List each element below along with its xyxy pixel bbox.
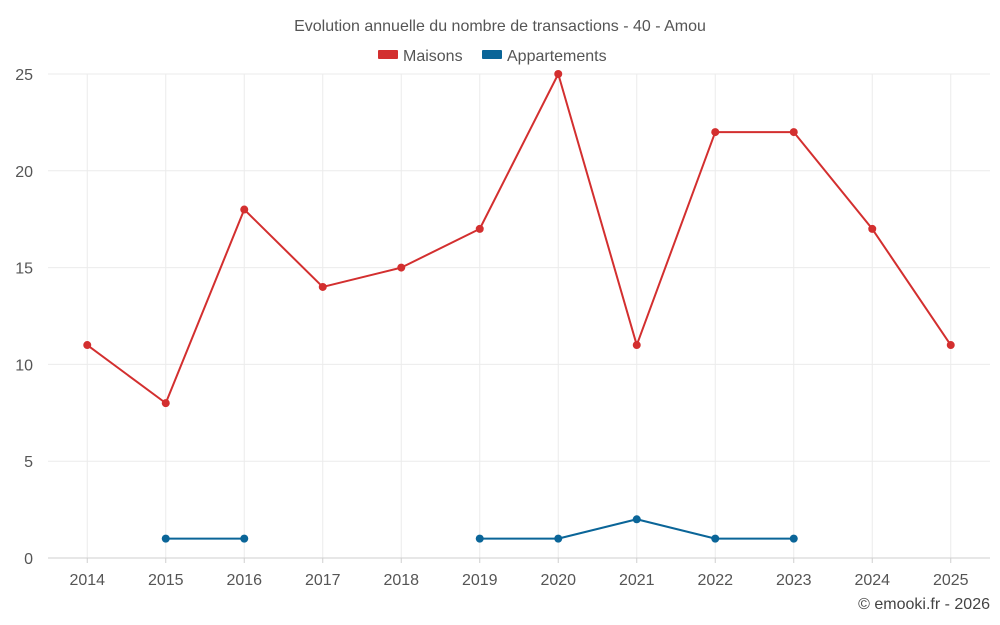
data-point-maisons[interactable]: [161, 399, 170, 408]
y-tick-label: 25: [15, 67, 33, 84]
x-tick-label: 2015: [148, 572, 184, 589]
y-tick-label: 15: [15, 261, 33, 278]
data-point-maisons[interactable]: [554, 70, 563, 78]
x-tick-label: 2017: [305, 572, 341, 589]
data-point-maisons[interactable]: [711, 128, 720, 137]
series-maisons: [83, 70, 955, 408]
data-point-maisons[interactable]: [397, 263, 406, 272]
data-point-maisons[interactable]: [946, 341, 955, 350]
data-point-appartements[interactable]: [632, 515, 641, 524]
x-tick-label: 2018: [383, 572, 419, 589]
x-tick-label: 2025: [933, 572, 969, 589]
data-point-maisons[interactable]: [632, 341, 641, 350]
data-point-appartements[interactable]: [789, 534, 798, 543]
y-tick-label: 5: [24, 454, 33, 471]
series-appartements: [161, 515, 798, 543]
series-line-maisons: [86, 73, 952, 405]
x-tick-label: 2020: [540, 572, 576, 589]
legend-item-appartements[interactable]: Appartements: [482, 48, 607, 65]
data-point-appartements[interactable]: [240, 534, 249, 543]
legend-item-maisons[interactable]: Maisons: [378, 48, 463, 65]
legend-label-maisons: Maisons: [403, 48, 463, 65]
data-point-appartements[interactable]: [475, 534, 484, 543]
x-tick-label: 2016: [226, 572, 262, 589]
data-point-maisons[interactable]: [868, 224, 877, 233]
data-point-maisons[interactable]: [240, 205, 249, 214]
data-point-maisons[interactable]: [475, 224, 484, 233]
legend: Maisons Appartements: [378, 48, 607, 65]
x-tick-label: 2021: [619, 572, 655, 589]
data-point-maisons[interactable]: [318, 282, 327, 291]
chart-title: Evolution annuelle du nombre de transact…: [294, 18, 706, 35]
data-point-appartements[interactable]: [711, 534, 720, 543]
grid: [48, 73, 990, 558]
x-tick-label: 2024: [854, 572, 890, 589]
data-point-appartements[interactable]: [554, 534, 563, 543]
x-tick-label: 2022: [697, 572, 733, 589]
x-tick-label: 2019: [462, 572, 498, 589]
footer-credit: © emooki.fr - 2026: [858, 596, 990, 613]
x-tick-label: 2023: [776, 572, 812, 589]
series: [83, 70, 955, 543]
data-point-maisons[interactable]: [83, 341, 92, 350]
y-tick-label: 10: [15, 357, 33, 374]
y-tick-label: 20: [15, 164, 33, 181]
data-point-maisons[interactable]: [789, 128, 798, 137]
data-point-appartements[interactable]: [161, 534, 170, 543]
legend-swatch-maisons: [378, 50, 398, 59]
legend-label-appartements: Appartements: [507, 48, 607, 65]
legend-swatch-appartements: [482, 50, 502, 59]
y-tick-label: 0: [24, 551, 33, 568]
x-tick-label: 2014: [69, 572, 105, 589]
